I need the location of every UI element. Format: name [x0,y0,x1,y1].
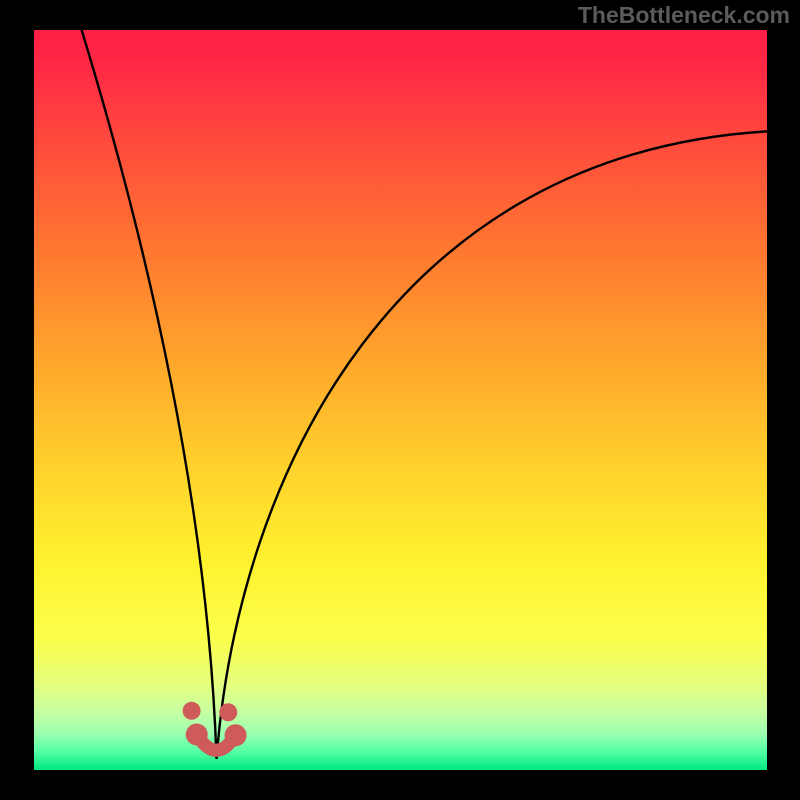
plot-area [34,30,767,770]
gradient-background [34,30,767,770]
marker-point [186,723,208,745]
marker-point [219,703,237,721]
chart-svg [34,30,767,770]
marker-point [183,702,201,720]
chart-frame: TheBottleneck.com [0,0,800,800]
watermark-text: TheBottleneck.com [578,2,790,29]
marker-point [225,724,247,746]
